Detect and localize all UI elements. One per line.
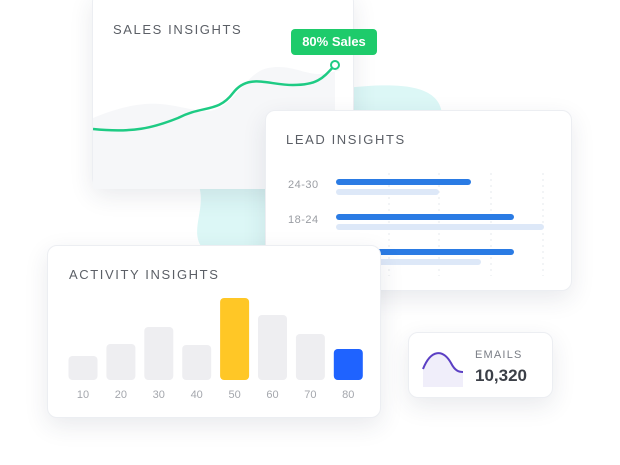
activity-insights-card: ACTIVITY INSIGHTS 10 20 30 40 50 60 70 80 [47, 245, 381, 418]
activity-bar-60 [258, 315, 287, 380]
emails-trend-icon [422, 352, 464, 387]
lead-bar-chart [336, 173, 544, 276]
emails-card: EMAILS 10,320 [408, 332, 553, 398]
lead-label-18-24: 18-24 [288, 214, 319, 226]
activity-bar-20 [106, 344, 136, 380]
activity-title: ACTIVITY INSIGHTS [69, 267, 220, 282]
sales-badge: 80% Sales [291, 29, 377, 55]
activity-bar-30 [144, 327, 174, 380]
activity-bar-50 [220, 298, 250, 380]
activity-tick-80: 80 [342, 389, 354, 401]
lead-bar-secondary-1 [336, 224, 544, 230]
activity-tick-10: 10 [77, 389, 89, 401]
lead-label-24-30: 24-30 [288, 179, 319, 191]
activity-bar-chart: 10 20 30 40 50 60 70 80 [68, 298, 363, 401]
activity-tick-50: 50 [228, 389, 240, 401]
emails-value: 10,320 [475, 366, 527, 385]
lead-bar-primary-1 [336, 214, 514, 220]
activity-tick-60: 60 [266, 389, 278, 401]
activity-tick-70: 70 [304, 389, 316, 401]
activity-tick-40: 40 [191, 389, 203, 401]
lead-title: LEAD INSIGHTS [286, 132, 406, 147]
emails-label: EMAILS [475, 349, 523, 361]
activity-tick-20: 20 [115, 389, 127, 401]
sales-point [330, 60, 340, 70]
activity-bar-40 [182, 345, 212, 380]
sales-title: SALES INSIGHTS [113, 22, 243, 37]
sales-line [93, 64, 336, 132]
lead-bar-secondary-0 [336, 189, 439, 195]
activity-bar-80 [333, 349, 363, 380]
activity-bar-10 [68, 356, 98, 380]
lead-bar-primary-0 [336, 179, 471, 185]
activity-bar-70 [295, 334, 325, 380]
activity-tick-30: 30 [153, 389, 165, 401]
